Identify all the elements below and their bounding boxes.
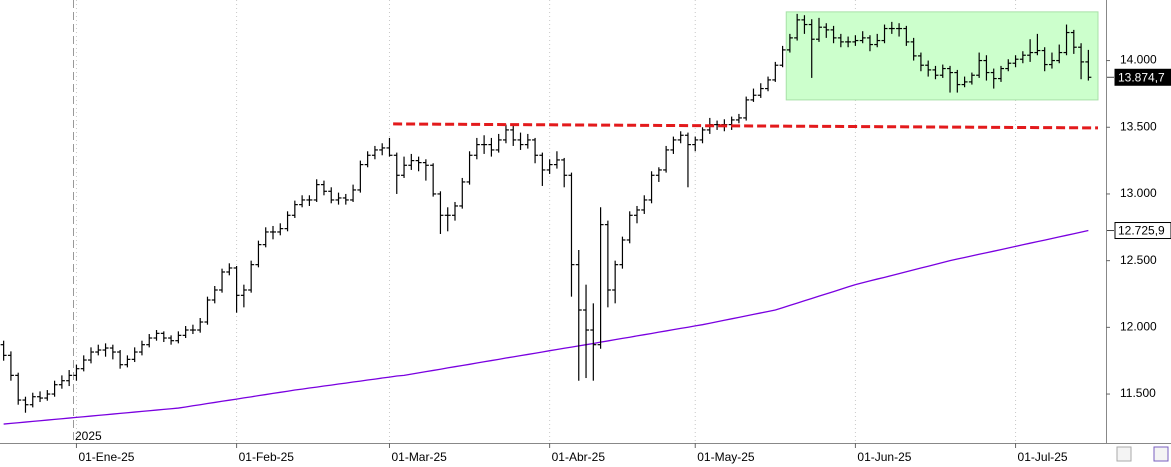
x-tick-label: 01-Mar-25 [391, 450, 447, 464]
price-tag-box [1114, 68, 1171, 86]
y-tick-label: 12.500 [1120, 253, 1157, 267]
price-tag-box [1114, 222, 1171, 240]
x-tick-label: 01-Jul-25 [1018, 450, 1068, 464]
price-tag-label: 13.874,7 [1118, 70, 1165, 84]
y-tick-label: 14.000 [1120, 53, 1157, 67]
settings-button[interactable] [1153, 446, 1169, 462]
y-tick-label: 11.500 [1120, 386, 1156, 400]
y-tick-label: 12.000 [1120, 320, 1157, 334]
x-tick-label: 01-Abr-25 [552, 450, 606, 464]
y-tick-label: 13.500 [1120, 119, 1157, 133]
scroll-button[interactable] [1116, 446, 1132, 462]
x-tick-label: 01-Feb-25 [239, 450, 295, 464]
year-label: 2025 [75, 429, 102, 443]
moving-average-line [3, 229, 1089, 425]
x-tick-label: 01-Jun-25 [857, 450, 911, 464]
y-tick-label: 13.000 [1120, 186, 1157, 200]
resistance-line [393, 122, 1099, 130]
x-tick-label: 01-May-25 [697, 450, 755, 464]
x-tick-label: 01-Ene-25 [78, 450, 134, 464]
price-tag-label: 12.725,9 [1118, 224, 1165, 238]
range-box [785, 11, 1099, 101]
